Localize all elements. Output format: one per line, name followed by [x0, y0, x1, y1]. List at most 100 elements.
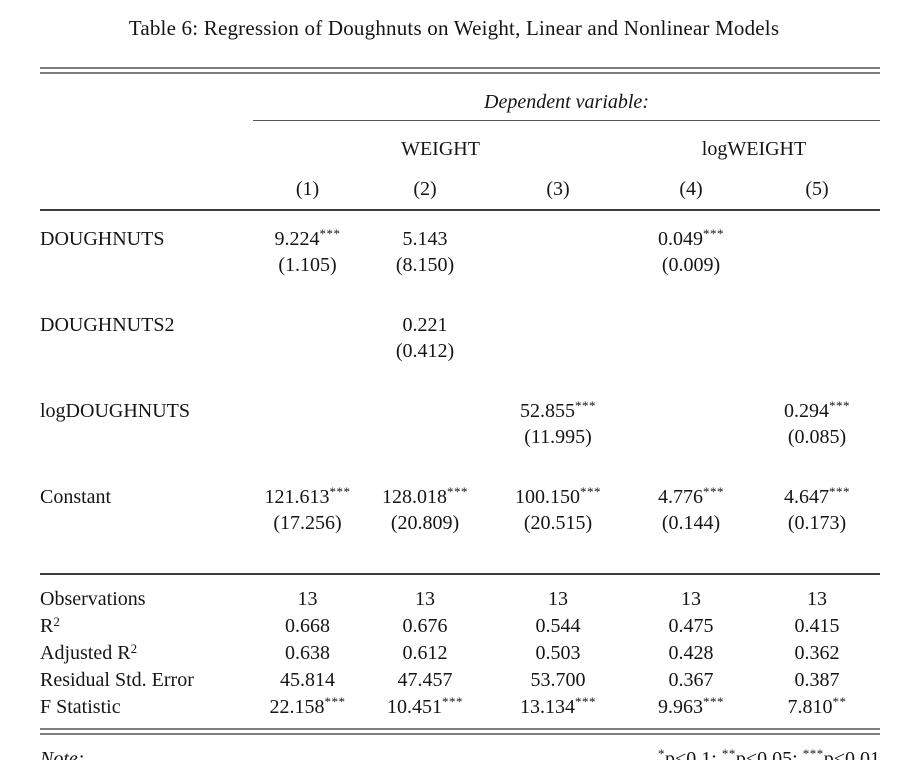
std-error: [253, 423, 362, 449]
empty-cell: [40, 509, 253, 535]
spacer-row: [40, 277, 880, 310]
significance-stars: ***: [580, 484, 601, 499]
significance-stars: ***: [447, 484, 468, 499]
estimate-cell: [362, 396, 488, 423]
stat-value: 0.367: [668, 669, 714, 691]
std-error: [253, 337, 362, 363]
estimate-cell: 4.776***: [628, 482, 754, 509]
stat-value: 13: [628, 573, 754, 611]
stat-value: 9.963***: [658, 694, 724, 718]
coef-label: DOUGHNUTS: [40, 228, 165, 250]
empty-cell: [40, 74, 253, 121]
stat-value: 0.544: [535, 615, 581, 637]
coef-label: logDOUGHNUTS: [40, 400, 190, 422]
stat-label: Adjusted R2: [40, 641, 138, 664]
std-error: (8.150): [395, 254, 455, 276]
stat-label: R2: [40, 614, 60, 637]
column-number-row: (1) (2) (3) (4) (5): [40, 165, 881, 211]
significance-stars: ***: [829, 398, 851, 413]
coef-label: DOUGHNUTS2: [40, 314, 175, 336]
significance-stars: ***: [829, 484, 851, 499]
estimate-cell: [628, 396, 754, 423]
column-number: (2): [362, 165, 488, 211]
estimate-value: 0.221: [402, 314, 448, 336]
estimate-cell: [628, 310, 754, 337]
coefficient-row: DOUGHNUTS 9.224*** 5.143 0.049***: [40, 210, 880, 251]
estimate-cell: 121.613***: [253, 482, 362, 509]
estimate-value: 4.647: [784, 486, 830, 508]
std-error: [362, 423, 488, 449]
empty-cell: [40, 165, 253, 211]
note-text: *p<0.1; **p<0.05; ***p<0.01: [658, 746, 880, 760]
significance-stars: *: [658, 746, 666, 760]
std-error-row: (17.256) (20.809) (20.515) (0.144) (0.17…: [40, 509, 880, 535]
coefficient-row: logDOUGHNUTS 52.855*** 0.294***: [40, 396, 880, 423]
group-header-row: WEIGHT logWEIGHT: [40, 121, 880, 166]
std-error: [754, 251, 880, 277]
stat-value: 0.387: [794, 669, 840, 691]
column-number: (5): [754, 165, 881, 211]
dependent-variable-header: Dependent variable:: [253, 74, 881, 121]
stat-label: Observations: [40, 573, 253, 611]
std-error: (0.144): [661, 512, 721, 534]
stat-row: Adjusted R2 0.638 0.612 0.503 0.428 0.36…: [40, 638, 880, 665]
std-error: (20.515): [523, 512, 593, 534]
stat-label: F Statistic: [40, 696, 121, 718]
column-number: (3): [488, 165, 628, 211]
stat-value: 47.457: [397, 669, 453, 691]
estimate-cell: 0.221: [362, 310, 488, 337]
estimate-value: 100.150: [515, 486, 580, 508]
stat-value: 13: [362, 573, 488, 611]
significance-stars: ***: [703, 226, 724, 241]
significance-stars: ***: [802, 746, 824, 760]
stat-value: 13: [754, 573, 881, 611]
std-error: (20.809): [390, 512, 460, 534]
group-header-logweight: logWEIGHT: [701, 138, 807, 160]
empty-cell: [40, 121, 253, 166]
stat-row: R2 0.668 0.676 0.544 0.475 0.415: [40, 611, 880, 638]
stat-row: Residual Std. Error 45.814 47.457 53.700…: [40, 665, 880, 692]
significance-stars: ***: [442, 694, 463, 709]
std-error: (0.009): [661, 254, 721, 276]
note-row: Note: *p<0.1; **p<0.05; ***p<0.01: [40, 746, 880, 760]
stat-row: F Statistic 22.158*** 10.451*** 13.134**…: [40, 692, 880, 728]
std-error: [628, 423, 754, 449]
coefficient-row: Constant 121.613*** 128.018*** 100.150**…: [40, 482, 880, 509]
estimate-value: 121.613: [264, 486, 330, 508]
estimate-cell: 52.855***: [488, 396, 628, 423]
regression-table: Dependent variable: WEIGHT logWEIGHT (1)…: [40, 74, 881, 728]
stat-value: 10.451***: [387, 694, 463, 718]
coefficient-row: DOUGHNUTS2 0.221: [40, 310, 880, 337]
bottom-double-rule: [40, 728, 880, 735]
table-caption: Table 6: Regression of Doughnuts on Weig…: [128, 16, 780, 40]
dependent-variable-row: Dependent variable:: [40, 74, 881, 121]
spacer-row: [40, 363, 880, 396]
significance-stars: ***: [575, 694, 596, 709]
estimate-value: 52.855: [520, 400, 575, 422]
stat-value: 45.814: [280, 669, 335, 691]
estimate-value: 0.049: [658, 228, 703, 250]
std-error-row: (0.412): [40, 337, 880, 363]
std-error: [628, 337, 754, 363]
estimate-cell: 9.224***: [253, 210, 362, 251]
stat-value: 0.362: [794, 642, 840, 664]
estimate-value: 5.143: [402, 228, 448, 250]
estimate-cell: [488, 310, 628, 337]
std-error: (0.412): [395, 340, 455, 362]
significance-stars: **: [832, 694, 847, 709]
estimate-cell: 128.018***: [362, 482, 488, 509]
estimate-cell: 100.150***: [488, 482, 628, 509]
stat-value: 22.158***: [269, 694, 346, 718]
column-number: (4): [628, 165, 754, 211]
std-error: [488, 251, 628, 277]
estimate-cell: [754, 310, 880, 337]
stat-value: 13: [253, 573, 362, 611]
stat-value: 0.668: [285, 615, 330, 637]
std-error: [488, 337, 628, 363]
note-label: Note:: [40, 748, 85, 760]
estimate-cell: [488, 210, 628, 251]
estimate-value: 0.294: [784, 400, 830, 422]
group-header-weight: WEIGHT: [401, 138, 480, 160]
empty-cell: [40, 423, 253, 449]
stat-value: 0.503: [535, 642, 581, 664]
